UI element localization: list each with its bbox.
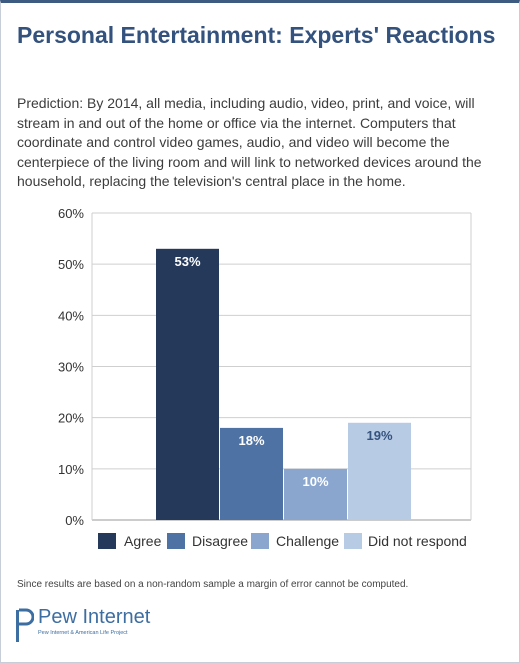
y-tick-label: 40% [58,308,84,323]
prediction-text: Prediction: By 2014, all media, includin… [17,95,482,190]
bar-chart-svg: 0% 10% 20% 30% 40% 50% 60% 53% 18% 10% 19% Agree D… [58,206,472,549]
bar-did-not-respond [348,422,411,520]
footnote: Since results are based on a non-random … [17,579,409,590]
bar-agree [156,248,219,521]
pew-logo-icon [16,608,34,642]
legend-label: Did not respond [368,533,467,549]
legend-label: Disagree [192,533,248,549]
legend-swatch [251,533,269,549]
data-label: 10% [302,474,328,489]
legend-swatch [344,533,362,549]
bar-chart: 0% 10% 20% 30% 40% 50% 60% 53% 18% 10% 19% Agree D… [0,198,520,560]
bar-disagree [220,427,283,520]
legend-swatch [167,533,185,549]
y-tick-label: 10% [58,462,84,477]
data-label: 18% [238,433,264,448]
legend-swatch [98,533,116,549]
bar-challenge [284,468,347,520]
pew-logo: Pew Internet Pew Internet & American Lif… [14,606,174,646]
pew-logo-subtext: Pew Internet & American Life Project [38,630,128,636]
data-label: 53% [174,254,200,269]
y-tick-label: 60% [58,206,84,221]
y-tick-label: 20% [58,411,84,426]
y-tick-label: 30% [58,360,84,375]
y-tick-label: 0% [65,513,84,528]
data-label: 19% [366,428,392,443]
legend-label: Agree [124,533,162,549]
y-tick-label: 50% [58,257,84,272]
page-title: Personal Entertainment: Experts' Reactio… [17,22,496,48]
pew-logo-text: Pew Internet [38,606,151,628]
legend-label: Challenge [276,533,339,549]
